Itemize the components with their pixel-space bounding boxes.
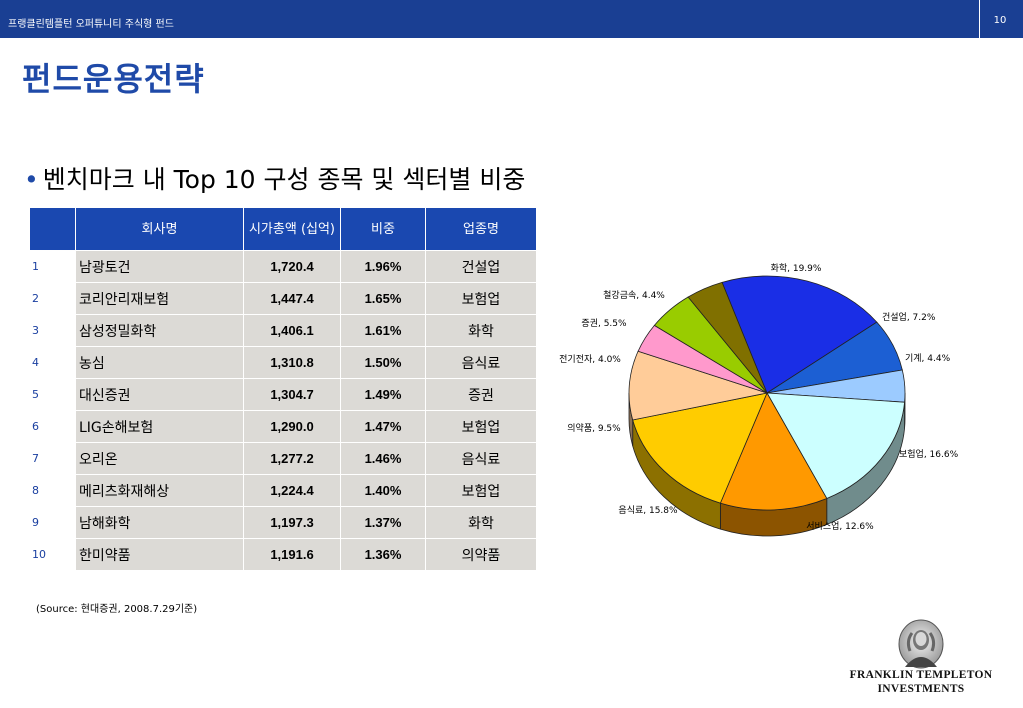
pie-slice-5 [632,392,768,504]
sector: 보험업 [425,474,537,507]
pie-slice-9 [687,281,768,394]
sector: 의약품 [425,538,537,571]
row-number: 2 [29,282,76,315]
company-name: LIG손해보험 [75,410,244,443]
bullet-dot-icon: • [24,165,39,194]
pie-label-7: 전기전자, 4.0% [559,354,621,365]
sector: 화학 [425,314,537,347]
weight: 1.36% [340,538,426,571]
table-row: 1 남광토건 1,720.4 1.96% 건설업 [29,250,537,283]
pie-label-8: 증권, 5.5% [581,317,627,329]
pie-label-6: 의약품, 9.5% [567,422,621,434]
page-heading: 펀드운용전략 [22,60,205,98]
pie-slices [628,275,906,511]
row-number: 6 [29,410,76,443]
market-cap: 1,406.1 [243,314,341,347]
pie-slice-3 [766,392,906,499]
top10-table: 회사명 시가총액 (십억) 비중 업종명 1 남광토건 1,720.4 1.96… [29,207,537,571]
company-name: 한미약품 [75,538,244,571]
market-cap: 1,304.7 [243,378,341,411]
bullet-item: • 벤치마크 내 Top 10 구성 종목 및 섹터별 비중 [24,160,525,196]
row-number: 9 [29,506,76,539]
document-title: 프랭클린템플턴 오퍼튜니티 주식형 펀드 [8,19,174,30]
franklin-templeton-logo: FRANKLIN TEMPLETON INVESTMENTS [840,617,1002,699]
company-name: 메리츠화재해상 [75,474,244,507]
market-cap: 1,191.6 [243,538,341,571]
company-name: 남해화학 [75,506,244,539]
pie-label-3: 보험업, 16.6% [899,449,959,460]
table-row: 8 메리츠화재해상 1,224.4 1.40% 보험업 [29,474,537,507]
bullet-text: 벤치마크 내 Top 10 구성 종목 및 섹터별 비중 [42,165,526,194]
weight: 1.65% [340,282,426,315]
company-name: 코리안리재보험 [75,282,244,315]
pie-label-1: 건설업, 7.2% [882,312,936,323]
weight: 1.96% [340,250,426,283]
weight: 1.37% [340,506,426,539]
header-divider [979,0,980,38]
header-bar: 프랭클린템플턴 오퍼튜니티 주식형 펀드 10 [0,0,1023,38]
weight: 1.47% [340,410,426,443]
pie-label-5: 음식료, 15.8% [618,505,678,516]
company-name: 오리온 [75,442,244,475]
weight: 1.40% [340,474,426,507]
weight: 1.46% [340,442,426,475]
pie-slice-6 [628,350,769,421]
source-note: (Source: 현대증권, 2008.7.29기준) [36,604,198,615]
market-cap: 1,224.4 [243,474,341,507]
market-cap: 1,197.3 [243,506,341,539]
table-row: 5 대신증권 1,304.7 1.49% 증권 [29,378,537,411]
company-name: 대신증권 [75,378,244,411]
weight: 1.50% [340,346,426,379]
sector: 증권 [425,378,537,411]
page-number: 10 [993,15,1007,26]
logo-line1: FRANKLIN TEMPLETON [849,669,993,681]
company-name: 삼성정밀화학 [75,314,244,347]
company-name: 남광토건 [75,250,244,283]
table-row: 9 남해화학 1,197.3 1.37% 화학 [29,506,537,539]
sector: 보험업 [425,282,537,315]
logo-line2: INVESTMENTS [877,683,965,695]
sector: 음식료 [425,442,537,475]
market-cap: 1,290.0 [243,410,341,443]
row-number: 1 [29,250,76,283]
pie-label-4: 서비스업, 12.6% [806,521,874,532]
pie-label-0: 화학, 19.9% [771,263,822,274]
table-row: 6 LIG손해보험 1,290.0 1.47% 보험업 [29,410,537,443]
header-cell-no [29,207,76,251]
row-number: 8 [29,474,76,507]
weight: 1.61% [340,314,426,347]
weight: 1.49% [340,378,426,411]
sector: 보험업 [425,410,537,443]
sector: 건설업 [425,250,537,283]
pie-label-9: 철강금속, 4.4% [603,290,665,301]
table-row: 3 삼성정밀화학 1,406.1 1.61% 화학 [29,314,537,347]
pie-label-2: 기계, 4.4% [905,352,951,364]
header-cell-sector: 업종명 [425,207,537,251]
market-cap: 1,310.8 [243,346,341,379]
pie-slice-0 [721,275,878,394]
franklin-portrait-icon [898,619,944,669]
row-number: 5 [29,378,76,411]
table-row: 10 한미약품 1,191.6 1.36% 의약품 [29,538,537,571]
pie-slice-4 [719,392,828,511]
pie-labels: 화학, 19.9% 건설업, 7.2% 기계, 4.4% 보험업, 16.6% 서비스업… [559,263,958,532]
market-cap: 1,720.4 [243,250,341,283]
row-number: 3 [29,314,76,347]
row-number: 7 [29,442,76,475]
header-cell-cap: 시가총액 (십억) [243,207,341,251]
